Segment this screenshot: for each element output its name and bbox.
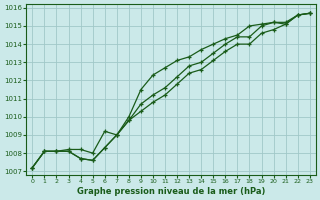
X-axis label: Graphe pression niveau de la mer (hPa): Graphe pression niveau de la mer (hPa) xyxy=(77,187,265,196)
